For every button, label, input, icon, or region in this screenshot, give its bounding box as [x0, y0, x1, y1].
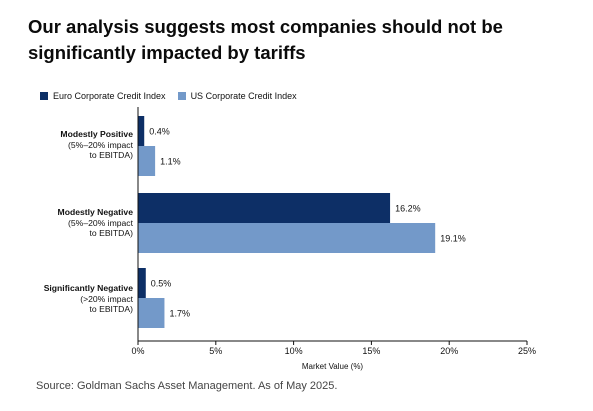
source-note: Source: Goldman Sachs Asset Management. …: [36, 380, 338, 392]
bar-euro-1: [138, 193, 391, 223]
data-label: 1.1%: [160, 157, 181, 167]
x-tick-label: 15%: [362, 346, 380, 356]
bar-us-2: [138, 298, 165, 328]
category-label-modestly-negative: Modestly Negative (5%–20% impact to EBIT…: [5, 207, 133, 239]
legend-item-us: US Corporate Credit Index: [177, 91, 297, 101]
category-sub1: (5%–20% impact: [68, 217, 133, 228]
bar-euro-0: [138, 116, 145, 146]
bar-us-1: [138, 223, 436, 253]
data-label: 19.1%: [440, 234, 466, 244]
x-tick-label: 5%: [209, 346, 222, 356]
category-sub2: to EBITDA): [89, 304, 133, 314]
legend-label-us: US Corporate Credit Index: [190, 91, 297, 101]
data-label: 0.4%: [149, 127, 170, 137]
x-axis-title: Market Value (%): [302, 362, 364, 371]
category-name: Modestly Positive: [60, 129, 133, 139]
x-tick-label: 10%: [285, 346, 303, 356]
data-label: 1.7%: [169, 309, 190, 319]
category-label-significantly-negative: Significantly Negative (>20% impact to E…: [5, 283, 133, 315]
legend-label-euro: Euro Corporate Credit Index: [53, 91, 166, 101]
category-sub1: (>20% impact: [80, 293, 133, 304]
x-tick-label: 0%: [131, 346, 144, 356]
legend-swatch-euro: [40, 92, 48, 100]
legend: Euro Corporate Credit Index US Corporate…: [40, 91, 309, 101]
category-name: Modestly Negative: [57, 207, 133, 217]
legend-swatch-us: [177, 92, 186, 100]
bar-euro-2: [138, 268, 146, 298]
category-label-modestly-positive: Modestly Positive (5%–20% impact to EBIT…: [5, 129, 133, 161]
category-sub2: to EBITDA): [89, 228, 133, 238]
category-sub2: to EBITDA): [89, 150, 133, 160]
bar-us-0: [138, 146, 156, 176]
category-sub1: (5%–20% impact: [68, 139, 133, 150]
x-tick-label: 20%: [440, 346, 458, 356]
chart-title: Our analysis suggests most companies sho…: [28, 16, 503, 63]
data-label: 0.5%: [151, 279, 172, 289]
data-label: 16.2%: [395, 204, 421, 214]
legend-item-euro: Euro Corporate Credit Index: [40, 91, 166, 101]
x-tick-label: 25%: [518, 346, 536, 356]
category-name: Significantly Negative: [43, 283, 133, 293]
